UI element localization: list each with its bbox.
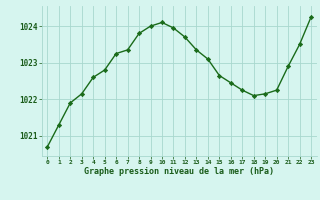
X-axis label: Graphe pression niveau de la mer (hPa): Graphe pression niveau de la mer (hPa) — [84, 167, 274, 176]
